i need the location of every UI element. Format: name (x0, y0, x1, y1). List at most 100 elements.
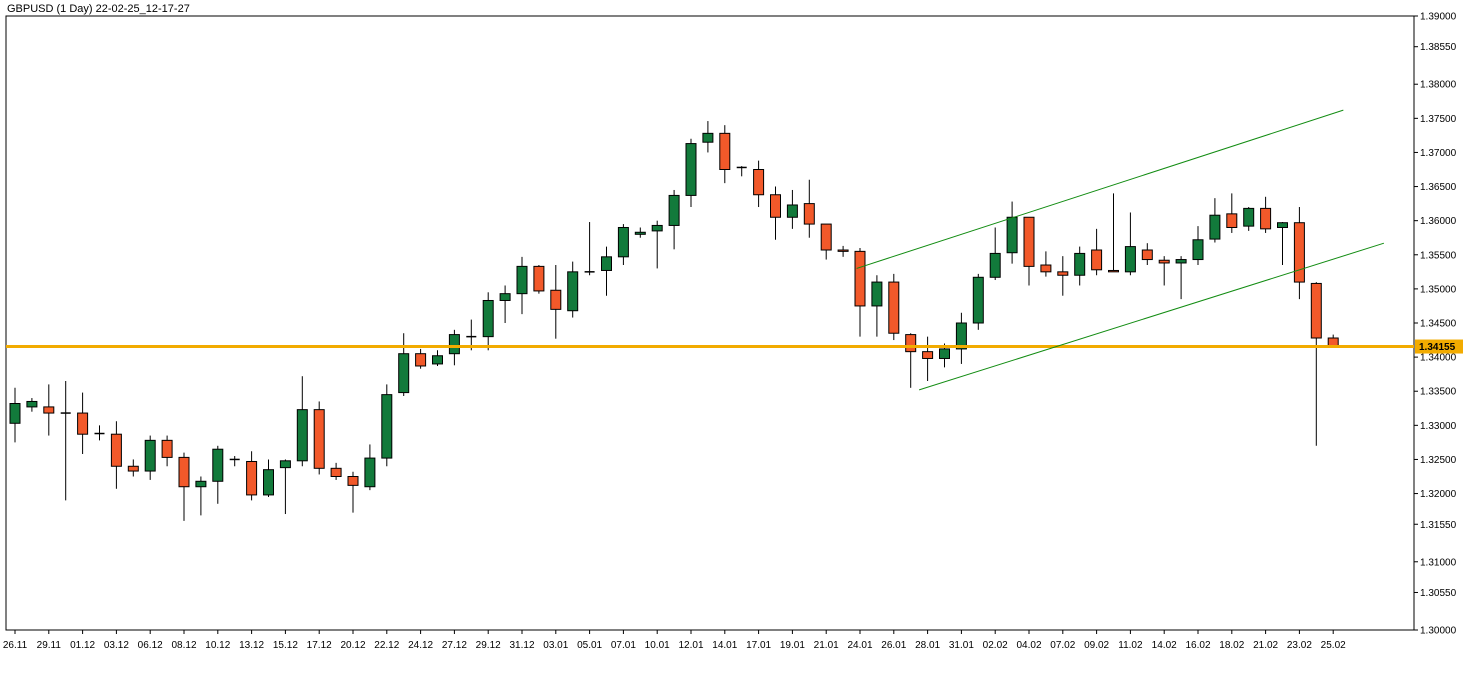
candle (1209, 198, 1221, 243)
candle (719, 125, 731, 184)
candle (837, 245, 849, 257)
candle-body (685, 143, 697, 196)
candle-body (1260, 207, 1272, 230)
candle (533, 265, 545, 294)
candle-body (381, 394, 393, 459)
candle (1057, 256, 1069, 296)
y-tick-label: 1.32000 (1420, 489, 1457, 500)
candles (9, 121, 1339, 521)
y-tick-label: 1.34500 (1420, 319, 1457, 330)
candle-body (161, 439, 173, 458)
candle (651, 220, 663, 269)
plot-area (5, 15, 1415, 631)
y-tick-label: 1.34000 (1420, 353, 1457, 364)
x-tick-label: 24.12 (408, 640, 433, 651)
candle-body (617, 226, 629, 258)
x-tick-label: 10.01 (645, 640, 670, 651)
x-tick-label: 06.12 (138, 640, 163, 651)
x-tick-label: 18.02 (1219, 640, 1244, 651)
x-tick-label: 26.01 (881, 640, 906, 651)
candle (516, 256, 528, 315)
x-tick-label: 23.02 (1287, 640, 1312, 651)
candle-body (1057, 271, 1069, 276)
candle (1243, 207, 1255, 231)
candle (634, 227, 646, 238)
x-tick-label: 13.12 (239, 640, 264, 651)
candle-body (1226, 213, 1238, 228)
candle (955, 312, 967, 364)
candle (77, 392, 89, 454)
candle (972, 273, 984, 330)
x-tick-label: 04.02 (1016, 640, 1041, 651)
candle-body (110, 433, 122, 467)
candle-body (871, 281, 883, 307)
candle-body (1023, 216, 1035, 267)
y-tick-label: 1.36500 (1420, 182, 1457, 193)
candle-body (263, 469, 274, 496)
candle (1310, 282, 1322, 446)
x-tick-label: 07.01 (611, 640, 636, 651)
candle (279, 459, 291, 515)
candle-body (1124, 246, 1136, 273)
candle-body (127, 465, 139, 472)
candle (43, 384, 55, 436)
candle-body (1293, 222, 1305, 283)
candle-body (533, 265, 545, 292)
candle-body (448, 334, 460, 355)
candle-body (719, 132, 731, 170)
x-axis: 26.11 29.11 01.12 03.12 06.12 08.12 10.12 13.12… (3, 630, 1346, 651)
candle-body (550, 289, 562, 310)
candle-body (567, 271, 579, 312)
y-tick-label: 1.35000 (1420, 284, 1457, 295)
x-tick-label: 05.01 (577, 640, 602, 651)
y-tick-label: 1.35500 (1420, 250, 1457, 261)
candle (1226, 193, 1238, 233)
candle (753, 160, 765, 208)
candle (195, 476, 207, 516)
candle-body (499, 293, 511, 301)
candle-body (753, 169, 765, 196)
candle (685, 138, 697, 208)
candle (803, 179, 815, 238)
candle (567, 261, 579, 318)
y-tick-label: 1.36000 (1420, 216, 1457, 227)
candle-body (837, 249, 849, 252)
candle (1260, 196, 1272, 233)
y-tick-label: 1.33000 (1420, 421, 1457, 432)
candle-body (888, 281, 900, 334)
price-tag: 1.34155 (1415, 339, 1463, 354)
candle-body (634, 231, 646, 235)
candle-body (347, 476, 359, 486)
candle-body (770, 194, 781, 218)
candle (330, 462, 342, 480)
candle (296, 376, 308, 467)
candle (1023, 216, 1035, 286)
candle-body (313, 409, 325, 469)
y-tick-label: 1.30550 (1420, 588, 1457, 599)
x-tick-label: 20.12 (340, 640, 365, 651)
x-tick-label: 28.01 (915, 640, 940, 651)
x-tick-label: 17.12 (307, 640, 332, 651)
candle (60, 380, 71, 501)
candle (229, 456, 240, 467)
candle-body (26, 400, 38, 408)
channel-line (918, 242, 1385, 391)
candle (1091, 228, 1103, 276)
candle (989, 227, 1001, 281)
y-tick-label: 1.39000 (1420, 12, 1457, 23)
candle-body (432, 355, 443, 365)
candle (110, 421, 122, 489)
candle-body (9, 403, 21, 424)
candle (26, 398, 38, 412)
candle (381, 384, 393, 467)
candle-body (989, 252, 1001, 278)
x-tick-label: 21.02 (1253, 640, 1278, 651)
x-tick-label: 14.01 (712, 640, 737, 651)
candle (1175, 256, 1187, 300)
candle (786, 189, 798, 229)
candle (702, 121, 714, 153)
candle-body (1074, 252, 1086, 276)
y-tick-label: 1.37500 (1420, 114, 1457, 125)
